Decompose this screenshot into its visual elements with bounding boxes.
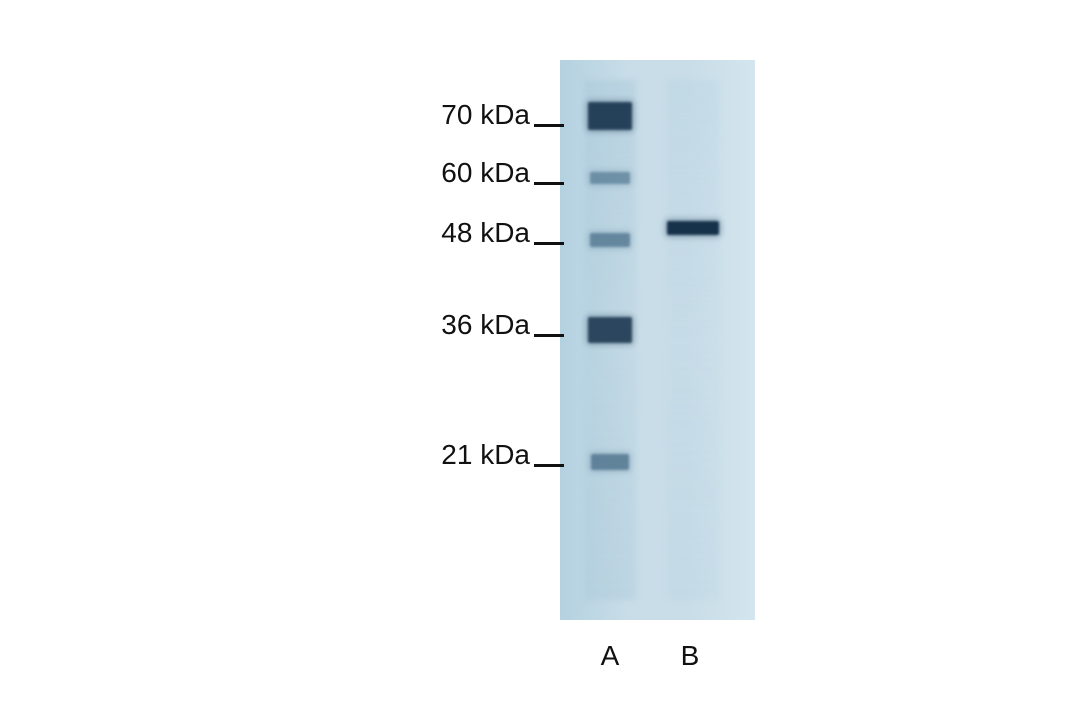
lane-smear-b	[667, 80, 719, 600]
marker-label-1: 60 kDa	[441, 157, 530, 189]
marker-tick-3	[534, 334, 564, 337]
marker-label-4: 21 kDa	[441, 439, 530, 471]
band-lane-a-3	[588, 317, 632, 343]
marker-label-3: 36 kDa	[441, 309, 530, 341]
western-blot-figure: 70 kDa 60 kDa 48 kDa 36 kDa 21 kDa A B	[0, 0, 1080, 720]
band-lane-a-1	[590, 172, 630, 184]
band-lane-b-0	[667, 221, 719, 235]
marker-tick-2	[534, 242, 564, 245]
marker-label-2: 48 kDa	[441, 217, 530, 249]
marker-tick-1	[534, 182, 564, 185]
band-lane-a-4	[591, 454, 629, 470]
marker-label-0: 70 kDa	[441, 99, 530, 131]
lane-label-a: A	[590, 640, 630, 672]
band-lane-a-0	[588, 102, 632, 130]
lane-label-b: B	[670, 640, 710, 672]
marker-tick-0	[534, 124, 564, 127]
band-lane-a-2	[590, 233, 630, 247]
marker-tick-4	[534, 464, 564, 467]
